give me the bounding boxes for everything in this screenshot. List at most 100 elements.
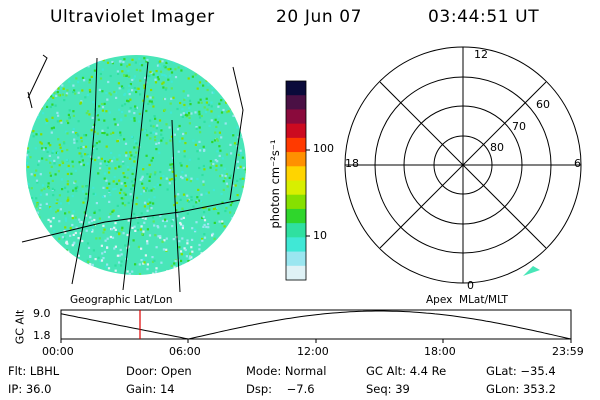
emission-pixel: [230, 66, 233, 69]
emission-pixel: [39, 173, 42, 176]
emission-pixel: [82, 190, 85, 193]
emission-pixel: [241, 135, 244, 138]
emission-pixel: [207, 250, 210, 253]
emission-pixel: [144, 76, 147, 79]
lon-line: [229, 66, 244, 201]
emission-pixel: [198, 116, 202, 119]
emission-pixel: [35, 101, 38, 104]
emission-pixel: [95, 202, 98, 205]
emission-pixel: [130, 117, 133, 120]
emission-pixel: [159, 214, 162, 217]
emission-pixel: [197, 188, 200, 191]
emission-pixel: [190, 195, 193, 199]
emission-pixel: [136, 87, 139, 90]
emission-pixel: [143, 190, 146, 193]
emission-pixel: [26, 154, 29, 157]
emission-pixel: [49, 144, 52, 147]
emission-pixel: [163, 97, 167, 101]
emission-pixel: [229, 204, 232, 207]
emission-pixel: [182, 193, 186, 196]
emission-pixel: [245, 136, 246, 139]
emission-pixel: [202, 67, 205, 70]
emission-pixel: [180, 175, 183, 178]
emission-pixel: [128, 75, 131, 78]
emission-pixel: [89, 255, 92, 258]
emission-pixel: [242, 188, 245, 191]
emission-pixel: [202, 84, 205, 87]
emission-pixel: [68, 109, 71, 112]
emission-pixel: [153, 173, 157, 176]
emission-pixel: [216, 139, 219, 142]
emission-pixel: [75, 226, 78, 229]
emission-pixel: [123, 74, 126, 77]
emission-pixel: [209, 65, 213, 68]
emission-pixel: [152, 202, 155, 205]
emission-pixel: [236, 160, 239, 163]
emission-pixel: [102, 257, 105, 260]
emission-pixel: [73, 141, 76, 144]
emission-pixel: [39, 243, 43, 246]
emission-pixel: [183, 247, 186, 250]
emission-pixel: [188, 112, 191, 115]
emission-pixel: [201, 256, 204, 259]
emission-pixel: [81, 159, 84, 162]
emission-pixel: [111, 210, 114, 213]
emission-pixel: [93, 130, 96, 133]
emission-pixel: [145, 109, 148, 113]
emission-pixel: [149, 274, 152, 275]
emission-pixel: [101, 90, 104, 93]
emission-pixel: [211, 273, 214, 275]
emission-pixel: [241, 185, 244, 188]
emission-pixel: [57, 156, 60, 159]
emission-pixel: [94, 193, 97, 196]
emission-pixel: [180, 253, 183, 256]
emission-pixel: [50, 95, 53, 98]
emission-pixel: [91, 263, 94, 266]
emission-pixel: [106, 237, 109, 240]
emission-pixel: [214, 255, 217, 258]
emission-pixel: [187, 269, 190, 272]
emission-pixel: [58, 143, 61, 146]
emission-pixel: [66, 132, 69, 135]
emission-pixel: [152, 96, 155, 99]
emission-pixel: [111, 236, 115, 239]
emission-pixel: [67, 262, 70, 266]
emission-pixel: [124, 142, 128, 145]
emission-pixel: [198, 243, 201, 247]
emission-pixel: [49, 71, 52, 74]
emission-pixel: [226, 55, 229, 58]
emission-pixel: [66, 67, 69, 70]
emission-pixel: [112, 209, 115, 212]
emission-pixel: [88, 113, 91, 116]
emission-pixel: [165, 142, 168, 145]
emission-pixel: [47, 142, 50, 145]
emission-pixel: [39, 102, 42, 105]
emission-pixel: [120, 253, 123, 256]
emission-pixel: [64, 219, 68, 222]
emission-pixel: [239, 60, 242, 63]
emission-pixel: [84, 134, 88, 137]
emission-pixel: [187, 200, 191, 203]
emission-pixel: [122, 162, 125, 165]
emission-pixel: [27, 194, 30, 197]
emission-pixel: [45, 81, 48, 85]
emission-pixel: [38, 267, 41, 270]
emission-pixel: [78, 152, 81, 155]
emission-pixel: [154, 81, 158, 84]
emission-pixel: [120, 228, 124, 231]
emission-pixel: [26, 191, 29, 194]
emission-pixel: [236, 126, 239, 129]
emission-pixel: [27, 229, 30, 233]
emission-pixel: [118, 165, 121, 168]
emission-pixel: [44, 253, 47, 256]
emission-pixel: [153, 259, 156, 262]
emission-pixel: [165, 177, 168, 180]
emission-pixel: [148, 100, 151, 103]
mlt-diagonal: [379, 81, 547, 249]
emission-pixel: [85, 192, 88, 195]
emission-pixel: [205, 79, 208, 82]
emission-pixel: [32, 255, 35, 258]
emission-pixel: [207, 73, 210, 76]
altitude-ytick-bottom: 1.8: [33, 329, 51, 342]
emission-pixel: [108, 189, 111, 193]
